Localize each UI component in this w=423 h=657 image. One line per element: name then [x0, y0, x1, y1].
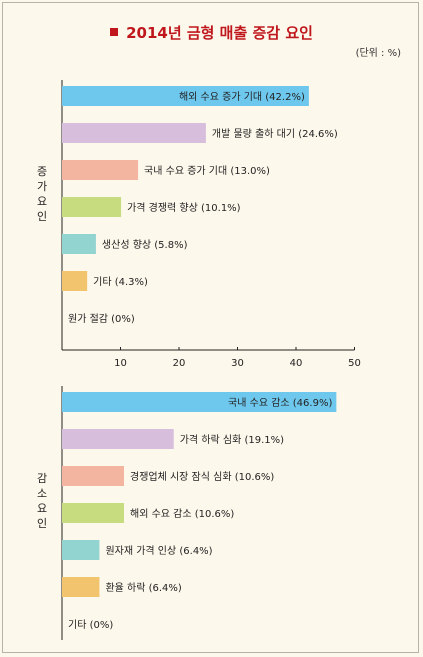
x-tick-label-0: 10 [114, 358, 127, 369]
chart-title: 2014년 금형 매출 증감 요인 [0, 22, 423, 43]
bar-0-1 [62, 123, 206, 143]
group-label-char-0-2: 요 [37, 195, 47, 208]
bar-0-4 [62, 234, 96, 254]
x-tick-label-4: 50 [348, 358, 361, 369]
bar-label-1-3: 해외 수요 감소 (10.6%) [130, 507, 234, 520]
bar-label-0-4: 생산성 향상 (5.8%) [102, 239, 188, 251]
bar-label-1-2: 경쟁업체 시장 잠식 심화 (10.6%) [130, 470, 274, 483]
bar-label-0-0: 해외 수요 증가 기대 (42.2%) [179, 90, 305, 103]
bar-1-2 [62, 466, 125, 486]
bar-label-1-6: 기타 (0%) [68, 619, 113, 631]
bar-1-3 [62, 503, 125, 523]
bar-label-1-0: 국내 수요 감소 (46.9%) [228, 397, 332, 409]
group-label-char-1-0: 감 [37, 472, 47, 485]
bar-label-0-2: 국내 수요 증가 기대 (13.0%) [144, 165, 270, 177]
group-label-char-0-1: 가 [37, 180, 47, 193]
bar-0-3 [62, 197, 122, 217]
bar-label-1-4: 원자재 가격 인상 (6.4%) [105, 544, 212, 557]
bar-1-5 [62, 577, 100, 597]
bar-label-1-5: 환율 하락 (6.4%) [105, 581, 181, 594]
bar-label-0-6: 원가 절감 (0%) [68, 312, 135, 325]
bar-0-5 [62, 271, 88, 291]
x-tick-label-1: 20 [173, 358, 186, 369]
bar-label-0-3: 가격 경쟁력 향상 (10.1%) [127, 201, 241, 214]
bar-1-0 [62, 392, 337, 412]
bar-label-0-1: 개발 물량 출하 대기 (24.6%) [212, 127, 338, 140]
group-label-char-1-1: 소 [37, 487, 47, 500]
bar-1-4 [62, 540, 100, 560]
bar-0-2 [62, 160, 139, 180]
group-label-char-1-3: 인 [37, 517, 47, 530]
x-tick-label-3: 40 [290, 358, 303, 369]
bar-0-0 [62, 86, 309, 106]
group-label-char-1-2: 요 [37, 502, 47, 515]
unit-label: (단위 : %) [355, 48, 401, 59]
bar-1-1 [62, 429, 174, 449]
group-label-char-0-0: 증 [37, 165, 47, 178]
bar-label-0-5: 기타 (4.3%) [93, 276, 148, 288]
chart-title-text: 2014년 금형 매출 증감 요인 [126, 24, 313, 42]
bar-label-1-1: 가격 하락 심화 (19.1%) [180, 433, 284, 446]
title-square-icon [110, 28, 119, 36]
x-tick-label-2: 30 [231, 358, 244, 369]
group-label-char-0-3: 인 [37, 210, 47, 223]
